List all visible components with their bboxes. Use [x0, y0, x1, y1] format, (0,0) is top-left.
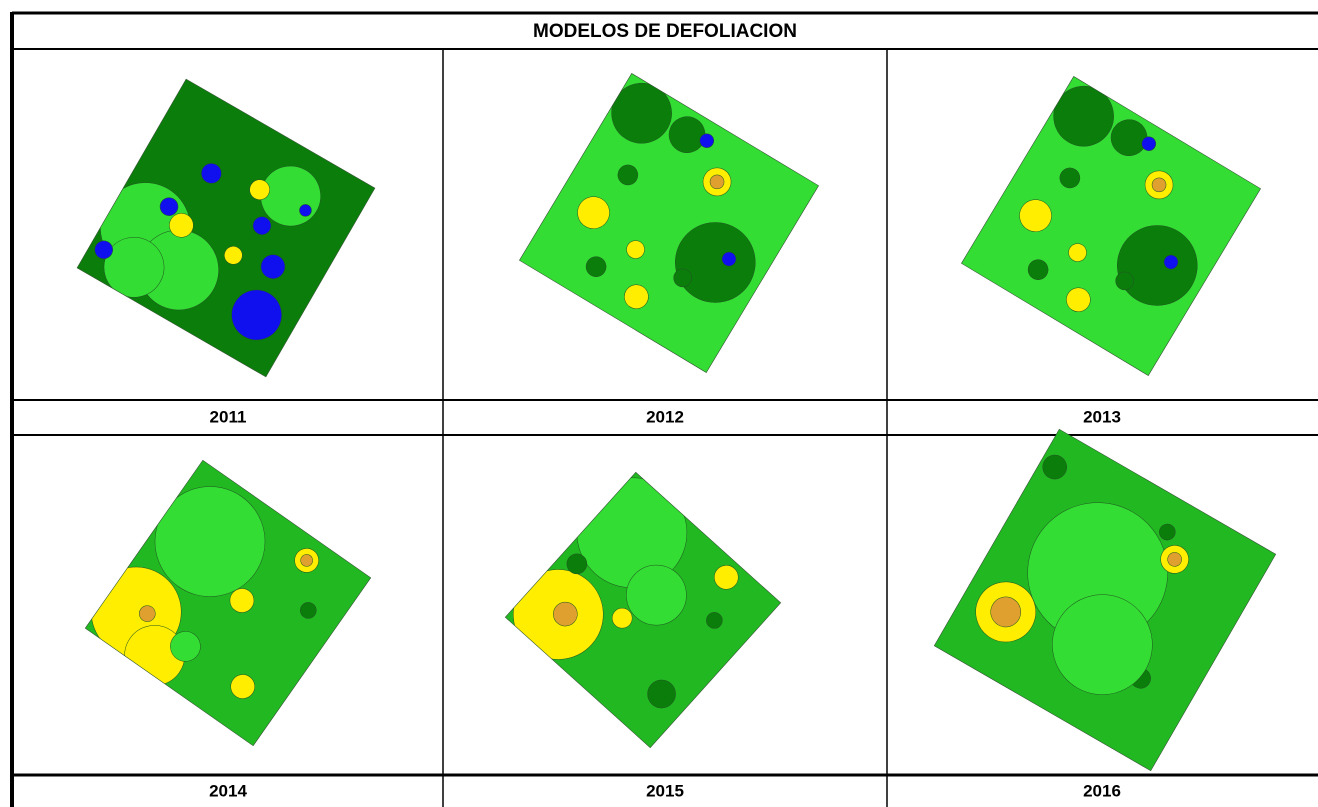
map-zone — [624, 284, 649, 309]
map-zone — [626, 240, 645, 259]
map-zone — [252, 216, 272, 235]
map-zone — [1052, 594, 1153, 695]
map-zone — [1042, 454, 1067, 480]
map-zone — [1141, 136, 1157, 151]
map-zone — [1115, 271, 1134, 291]
map-zone — [553, 601, 578, 627]
map-zone — [159, 197, 179, 216]
map-fill — [519, 73, 819, 373]
map-zone — [229, 588, 255, 613]
year-label: 2013 — [1083, 407, 1121, 426]
map-zone — [139, 605, 156, 622]
map-zone — [617, 164, 639, 186]
map-zone — [1159, 523, 1176, 541]
map-base — [77, 79, 375, 377]
map-zone — [990, 596, 1021, 628]
year-label: 2012 — [646, 407, 684, 426]
map-zone — [1167, 552, 1182, 567]
map-zone — [249, 179, 270, 200]
year-label: 2015 — [646, 781, 684, 800]
map-zone — [201, 163, 222, 184]
year-label: 2011 — [210, 407, 247, 426]
map-zone — [1117, 225, 1198, 306]
map-zone — [566, 553, 588, 575]
map-outline — [504, 471, 782, 749]
map-fill — [934, 429, 1276, 771]
map-image — [84, 459, 372, 747]
map-fill — [77, 79, 375, 377]
map-zone — [300, 602, 317, 619]
map-zone — [577, 196, 610, 229]
year-label: 2016 — [1083, 781, 1121, 800]
map-zone — [230, 674, 255, 699]
map-fill — [85, 460, 371, 746]
map-zone — [260, 254, 286, 279]
map-zone — [721, 251, 737, 267]
map-outline — [84, 459, 372, 747]
map-zone — [706, 612, 723, 629]
map-zone — [1068, 243, 1087, 262]
map-image — [504, 471, 782, 749]
map-zone — [231, 289, 282, 341]
map-outline — [961, 76, 1261, 376]
map-zone — [699, 133, 715, 148]
map-zone — [709, 174, 725, 190]
map-outline — [519, 73, 819, 373]
map-zone — [169, 213, 194, 238]
map-zone — [300, 554, 313, 567]
map-image — [519, 73, 819, 373]
map-zone — [1151, 177, 1167, 193]
map-zone — [611, 607, 633, 629]
map-zone — [675, 222, 756, 303]
map-zone — [673, 268, 692, 288]
map-image — [933, 428, 1277, 772]
map-zone — [1163, 254, 1179, 270]
map-zone — [647, 679, 676, 709]
map-base — [519, 73, 819, 373]
map-base — [961, 76, 1261, 376]
map-zone — [714, 565, 739, 590]
table-title: MODELOS DE DEFOLIACION — [533, 21, 797, 42]
year-label: 2014 — [209, 781, 247, 800]
map-zone — [170, 631, 201, 662]
map-zone — [94, 240, 113, 260]
map-fill — [505, 472, 781, 748]
map-zone — [1027, 259, 1049, 280]
map-fill — [961, 76, 1261, 376]
map-image — [961, 76, 1261, 376]
map-zone — [1059, 167, 1081, 189]
map-zone — [585, 256, 607, 277]
map-zone — [626, 564, 687, 626]
map-zone — [299, 204, 312, 217]
map-outline — [933, 428, 1277, 772]
map-zone — [1019, 199, 1052, 232]
map-image — [76, 78, 376, 378]
map-zone — [224, 246, 243, 265]
map-zone — [1066, 287, 1091, 312]
map-outline — [76, 78, 376, 378]
